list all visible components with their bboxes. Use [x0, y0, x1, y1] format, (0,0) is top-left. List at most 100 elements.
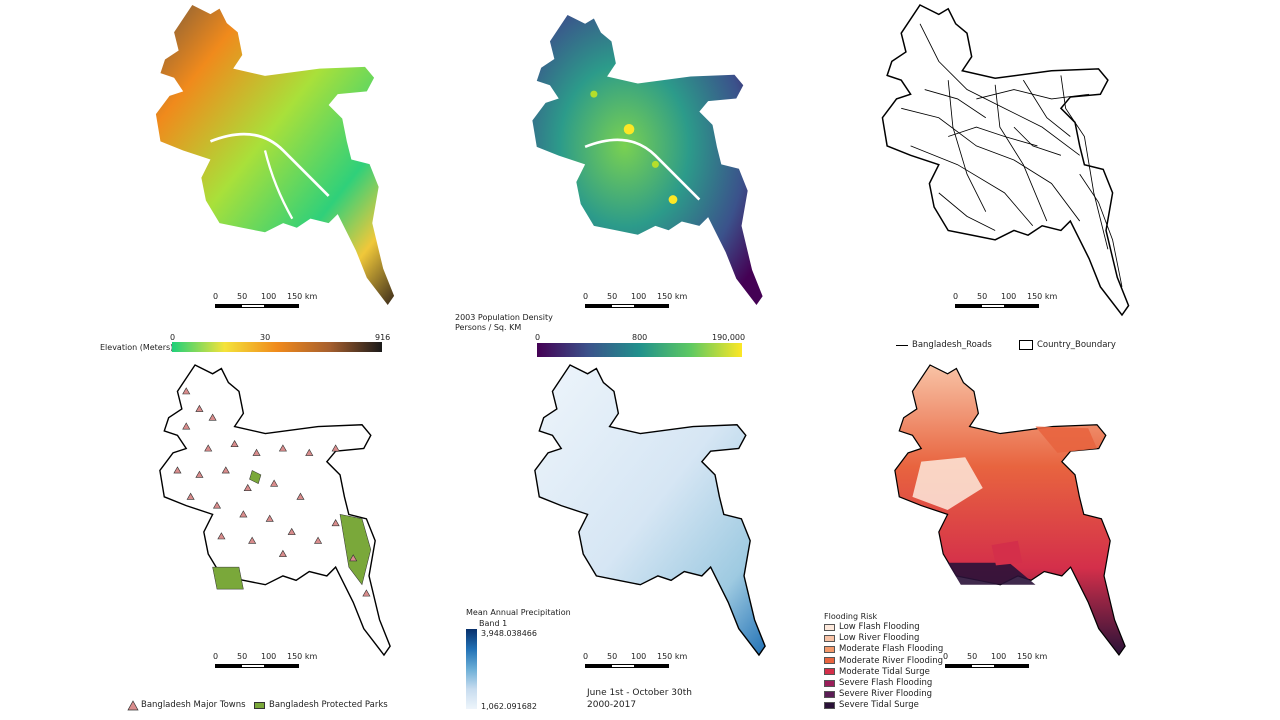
precip-scalebar: 0 50 100 150 km — [583, 652, 695, 674]
towns-legend-label: Bangladesh Major Towns — [141, 700, 246, 710]
flood-map — [894, 364, 1126, 656]
flood-legend-label: Low Flash Flooding — [839, 622, 920, 632]
roads-map — [881, 4, 1130, 316]
flood-legend-item: Moderate Flash Flooding — [824, 644, 943, 654]
elevation-map — [155, 5, 395, 305]
parks-legend-label: Bangladesh Protected Parks — [269, 700, 388, 710]
flood-swatch-icon — [824, 701, 835, 709]
town-marker — [265, 514, 274, 522]
scalebar-tick: 150 km — [287, 292, 318, 301]
town-marker — [349, 554, 358, 562]
towns-legend-item: Bangladesh Major Towns — [127, 699, 246, 710]
protected-parks — [212, 470, 372, 590]
flood-swatch-icon — [824, 657, 835, 665]
flood-legend-label: Moderate Flash Flooding — [839, 644, 944, 655]
scalebar-tick: 150 km — [1017, 652, 1048, 661]
population-color-ramp — [537, 343, 742, 357]
town-marker — [287, 527, 296, 535]
scalebar-tick: 100 — [1001, 292, 1017, 301]
scalebar-tick: 50 — [237, 652, 248, 661]
flood-swatch-icon — [824, 623, 835, 631]
scalebar-tick: 50 — [237, 292, 248, 301]
scalebar-tick: 0 — [213, 292, 219, 301]
scalebar-tick: 0 — [953, 292, 959, 301]
flood-legend-item: Severe Flash Flooding — [824, 678, 932, 688]
flood-legend-item: Moderate River Flooding — [824, 656, 943, 666]
precip-min-value: 1,062.091682 — [481, 702, 537, 711]
scalebar-tick: 150 km — [1027, 292, 1058, 301]
boundary-legend-item: Country_Boundary — [1019, 340, 1116, 350]
town-marker — [208, 413, 217, 421]
scalebar-tick: 150 km — [287, 652, 318, 661]
scalebar-tick: 150 km — [657, 652, 688, 661]
scalebar-tick: 100 — [261, 292, 277, 301]
flood-legend-label: Severe Flash Flooding — [839, 678, 933, 688]
town-marker — [248, 536, 257, 544]
roads-legend-label: Bangladesh_Roads — [912, 340, 992, 350]
flood-legend-item: Low Flash Flooding — [824, 622, 920, 632]
town-marker — [195, 404, 204, 412]
scalebar-tick: 0 — [583, 652, 589, 661]
population-legend-title-line1: 2003 Population Density — [455, 313, 553, 322]
population-map — [532, 15, 763, 305]
road-line-icon — [896, 344, 908, 346]
population-legend-title-line2: Persons / Sq. KM — [455, 323, 522, 332]
town-marker — [182, 422, 191, 430]
elevation-legend-title: Elevation (Meters) — [100, 343, 174, 352]
scalebar-tick: 150 km — [657, 292, 688, 301]
town-marker — [239, 510, 248, 518]
flood-legend-item: Severe River Flooding — [824, 689, 932, 699]
scalebar-tick: 100 — [631, 652, 647, 661]
town-marker — [195, 470, 204, 478]
parks-legend-item: Bangladesh Protected Parks — [254, 700, 388, 710]
flood-legend-title: Flooding Risk — [824, 612, 878, 621]
towns-scalebar: 0 50 100 150 km — [213, 652, 325, 674]
town-marker — [314, 536, 323, 544]
population-ramp-tick: 800 — [632, 333, 648, 342]
town-marker — [221, 466, 230, 474]
town-marker — [278, 444, 287, 452]
scalebar-tick: 100 — [261, 652, 277, 661]
town-marker — [305, 448, 314, 456]
scalebar-tick: 100 — [631, 292, 647, 301]
boundary-legend-label: Country_Boundary — [1037, 340, 1116, 350]
scalebar-tick: 50 — [977, 292, 988, 301]
flood-legend-label: Moderate Tidal Surge — [839, 666, 930, 677]
flood-swatch-icon — [824, 679, 835, 687]
flood-swatch-icon — [824, 634, 835, 642]
town-triangle-icon — [127, 699, 139, 710]
town-marker — [173, 466, 182, 474]
scalebar-tick: 100 — [991, 652, 1007, 661]
scalebar-tick: 50 — [607, 292, 618, 301]
flood-legend-label: Severe River Flooding — [839, 689, 933, 700]
scalebar-tick: 0 — [943, 652, 949, 661]
flood-legend: Low Flash Flooding Low River Flooding Mode… — [824, 622, 974, 717]
flood-legend-item: Moderate Tidal Surge — [824, 667, 930, 677]
precip-legend-title: Mean Annual Precipitation — [466, 608, 571, 617]
scalebar-tick: 50 — [607, 652, 618, 661]
flood-legend-label: Severe Tidal Surge — [839, 700, 919, 711]
population-ramp-tick: 0 — [535, 333, 541, 342]
town-marker — [331, 519, 340, 527]
precip-period-line1: June 1st - October 30th — [587, 688, 692, 698]
town-marker — [186, 492, 195, 500]
elevation-ramp-tick: 916 — [375, 333, 391, 342]
flood-legend-label: Moderate River Flooding — [839, 655, 944, 666]
flood-swatch-icon — [824, 668, 835, 676]
town-marker — [182, 387, 191, 395]
scalebar-tick: 50 — [967, 652, 978, 661]
flood-legend-item: Low River Flooding — [824, 633, 919, 643]
flood-swatch-icon — [824, 645, 835, 653]
boundary-box-icon — [1019, 340, 1033, 350]
roads-scalebar: 0 50 100 150 km — [953, 292, 1065, 314]
town-marker — [278, 549, 287, 557]
roads-legend-item: Bangladesh_Roads — [896, 340, 992, 350]
elevation-ramp-tick: 30 — [260, 333, 271, 342]
precip-color-ramp — [466, 629, 477, 709]
town-marker — [230, 439, 239, 448]
flood-swatch-icon — [824, 690, 835, 698]
flood-legend-label: Low River Flooding — [839, 633, 920, 644]
town-marker — [204, 444, 213, 452]
major-towns — [173, 387, 371, 597]
town-marker — [217, 532, 226, 540]
